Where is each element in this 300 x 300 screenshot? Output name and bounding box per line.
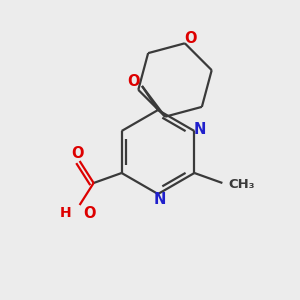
Text: O: O xyxy=(184,31,197,46)
Text: N: N xyxy=(193,122,206,136)
Text: H: H xyxy=(60,206,72,220)
Text: CH₃: CH₃ xyxy=(228,178,255,190)
Text: O: O xyxy=(127,74,139,88)
Text: N: N xyxy=(154,193,166,208)
Text: O: O xyxy=(71,146,84,160)
Text: O: O xyxy=(84,206,96,220)
